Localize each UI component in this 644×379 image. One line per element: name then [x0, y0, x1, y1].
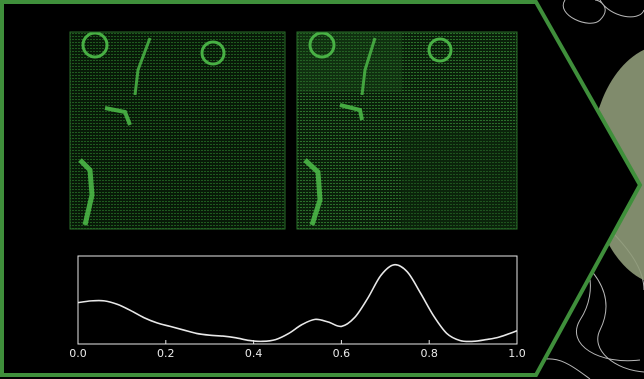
- x-axis: 0.0 0.2 0.4 0.6 0.8 1.0: [69, 340, 526, 360]
- profile-series-line: [77, 263, 518, 343]
- micrograph-left: [69, 31, 286, 230]
- micrograph-right: [296, 31, 518, 230]
- x-tick-label: 0.6: [333, 347, 351, 360]
- x-tick-label: 1.0: [508, 347, 526, 360]
- x-tick-label: 0.4: [245, 347, 263, 360]
- x-tick-label: 0.2: [157, 347, 175, 360]
- chart-plot-frame: [77, 255, 518, 345]
- x-tick-label: 0.8: [420, 347, 438, 360]
- profile-chart: 0.0 0.2 0.4 0.6 0.8 1.0: [69, 255, 526, 360]
- x-tick-label: 0.0: [69, 347, 87, 360]
